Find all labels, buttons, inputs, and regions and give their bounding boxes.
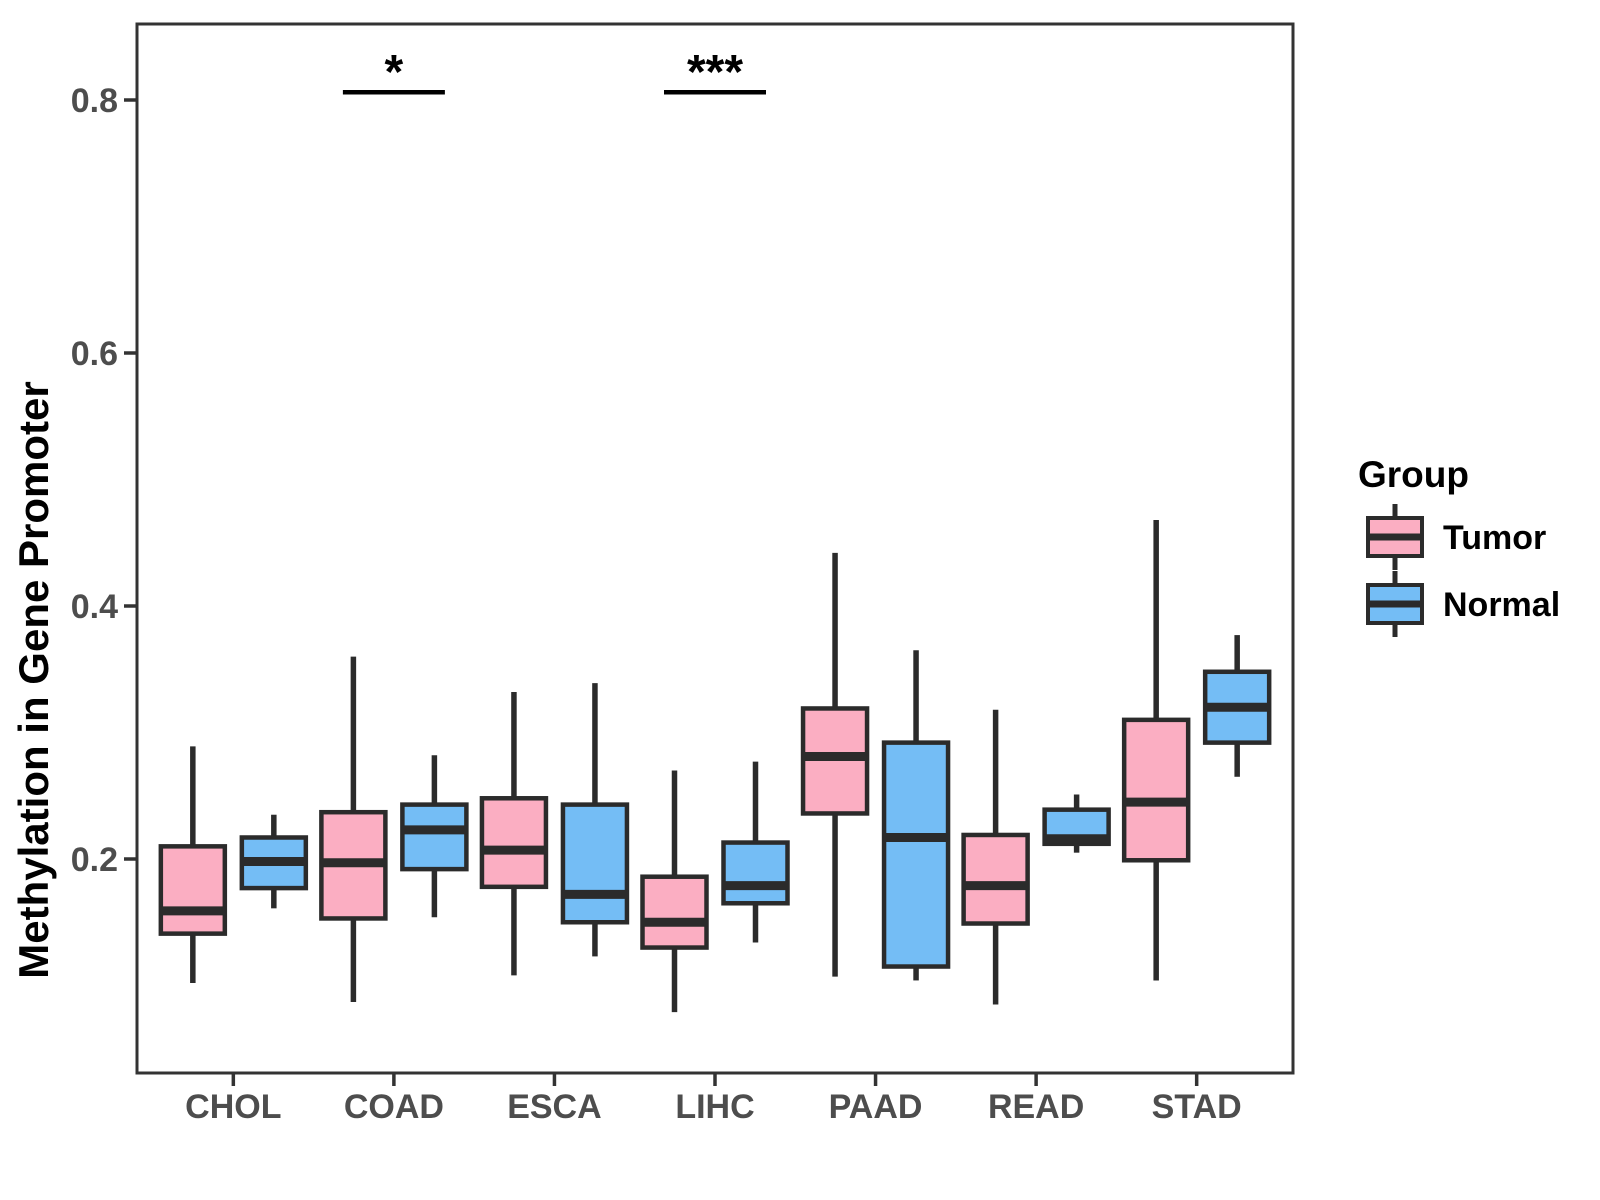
box-tumor-esca <box>479 796 549 890</box>
box-normal-esca <box>560 802 630 925</box>
significance-bar-coad <box>342 90 445 95</box>
y-tick-label: 0.8 <box>71 82 118 120</box>
x-tick-label-coad: COAD <box>344 1088 444 1126</box>
legend-label-tumor: Tumor <box>1443 519 1546 557</box>
x-tick-label-stad: STAD <box>1152 1088 1242 1126</box>
x-tick-label-paad: PAAD <box>829 1088 923 1126</box>
box-normal-lihc <box>721 840 790 906</box>
y-tick-label: 0.6 <box>71 335 118 373</box>
significance-stars-coad: * <box>385 46 404 99</box>
box-tumor-chol <box>158 844 228 936</box>
y-tick-label: 0.4 <box>71 588 118 626</box>
y-tick-label: 0.2 <box>71 841 118 879</box>
x-tick-label-esca: ESCA <box>507 1088 601 1126</box>
x-tick-label-read: READ <box>988 1088 1084 1126</box>
box-normal-coad <box>400 802 469 872</box>
x-tick-label-lihc: LIHC <box>675 1088 754 1126</box>
box-tumor-lihc <box>640 874 709 950</box>
box-normal-paad <box>881 740 951 969</box>
legend-label-normal: Normal <box>1443 586 1560 624</box>
box-tumor-stad <box>1121 717 1191 863</box>
legend-title: Group <box>1358 454 1469 495</box>
significance-bar-lihc <box>664 90 766 95</box>
box-tumor-read <box>961 832 1030 926</box>
significance-stars-lihc: *** <box>687 46 743 99</box>
panel-border <box>135 22 1295 1075</box>
y-axis-title: Methylation in Gene Promoter <box>10 381 57 978</box>
x-tick-label-chol: CHOL <box>185 1088 281 1126</box>
